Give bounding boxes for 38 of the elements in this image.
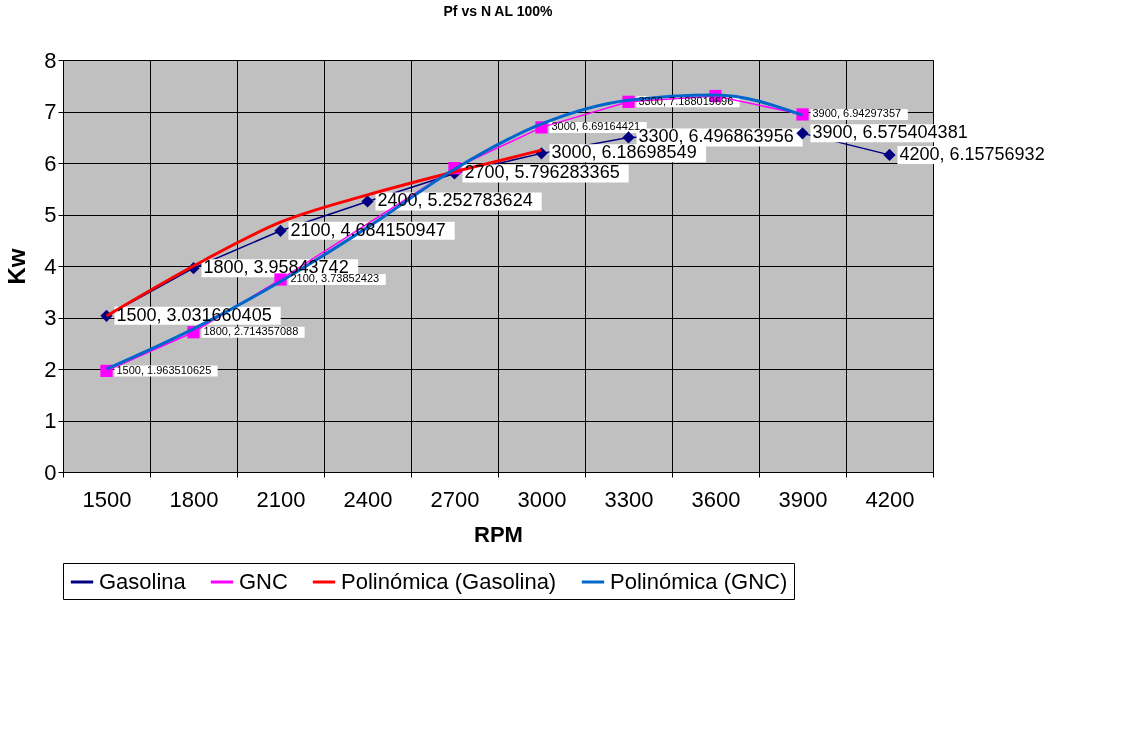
y-tick-label: 6	[44, 150, 57, 176]
x-tick-label: 3900	[778, 486, 828, 512]
legend-label: Gasolina	[99, 569, 187, 594]
legend-label: Polinómica (Gasolina)	[341, 569, 557, 594]
data-label: 3900, 6.575404381	[812, 122, 968, 143]
x-tick-label: 3000	[517, 486, 567, 512]
x-tick-label: 3300	[604, 486, 654, 512]
point	[622, 131, 635, 144]
data-label: 1800, 2.714357088	[203, 325, 299, 338]
y-tick-label: 2	[44, 356, 57, 382]
data-label: 3900, 6.94297357	[812, 107, 902, 120]
y-tick-label: 5	[44, 202, 57, 227]
data-label: 4200, 6.15756932	[899, 143, 1045, 164]
legend-label: Polinómica (GNC)	[610, 569, 788, 594]
data-label: 1500, 1.963510625	[116, 363, 212, 376]
y-tick-label: 4	[44, 253, 57, 279]
x-tick-label: 4200	[865, 486, 915, 512]
y-tick-label: 3	[44, 305, 57, 330]
x-tick-label: 2400	[343, 486, 393, 512]
legend-label: GNC	[239, 569, 288, 594]
y-tick-label: 8	[44, 47, 57, 73]
x-tick-label: 2700	[430, 486, 480, 512]
data-label: 2700, 5.796283365	[464, 162, 620, 183]
x-tick-label: 3600	[691, 486, 741, 512]
point	[883, 148, 896, 162]
x-tick-label: 1800	[169, 486, 219, 512]
x-axis-title: RPM	[474, 521, 523, 547]
point	[361, 195, 374, 208]
y-tick-label: 1	[44, 408, 57, 433]
x-tick-label: 2100	[256, 486, 306, 512]
point	[796, 127, 809, 140]
chart-title: Pf vs N AL 100%	[443, 3, 554, 19]
y-tick-label: 0	[44, 459, 57, 485]
y-axis-title: Kw	[3, 248, 31, 285]
y-tick-label: 7	[44, 99, 57, 124]
point	[274, 224, 287, 237]
x-tick-label: 1500	[82, 486, 132, 512]
data-label: 2100, 3.73852423	[290, 272, 380, 285]
